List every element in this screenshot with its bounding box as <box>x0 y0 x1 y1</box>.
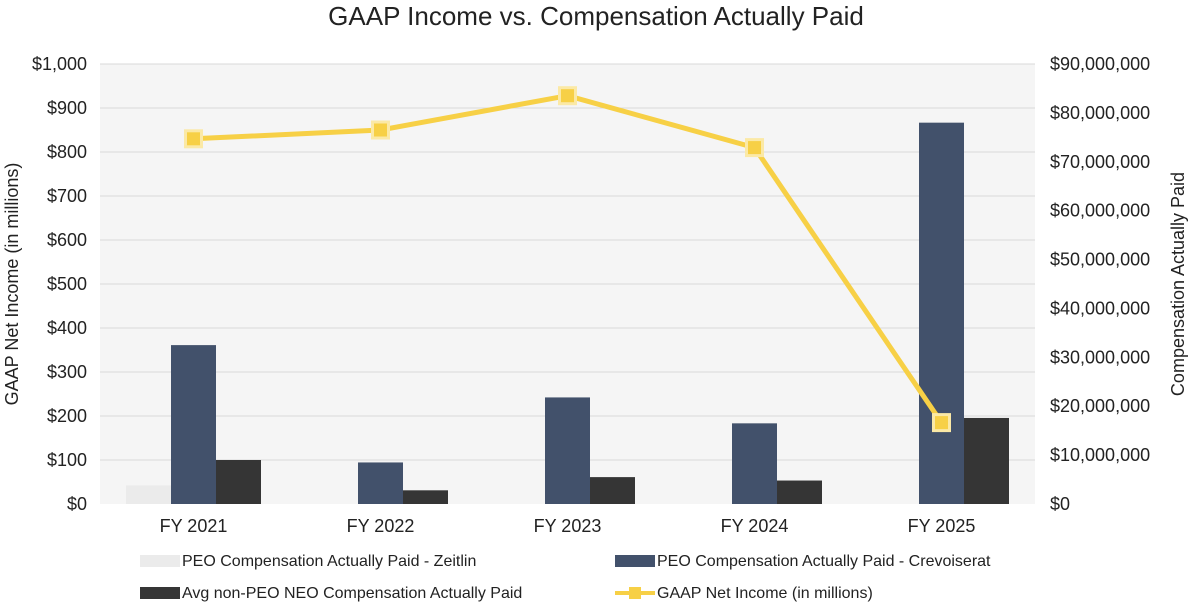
line-point <box>184 129 203 149</box>
right-tick-label: $20,000,000 <box>1050 396 1150 416</box>
right-tick-label: $40,000,000 <box>1050 298 1150 318</box>
left-tick-label: $600 <box>47 230 87 250</box>
right-tick-label: $70,000,000 <box>1050 152 1150 172</box>
left-tick-label: $1,000 <box>32 54 87 74</box>
right-tick-label: $30,000,000 <box>1050 347 1150 367</box>
legend-label: PEO Compensation Actually Paid - Crevois… <box>657 553 991 570</box>
right-tick-label: $90,000,000 <box>1050 54 1150 74</box>
right-tick-label: $60,000,000 <box>1050 201 1150 221</box>
legend-marker <box>629 587 641 599</box>
line-series <box>184 86 951 433</box>
right-tick-label: $0 <box>1050 494 1070 514</box>
right-tick-label: $80,000,000 <box>1050 103 1150 123</box>
left-tick-label: $200 <box>47 406 87 426</box>
left-tick-label: $700 <box>47 186 87 206</box>
x-tick-label: FY 2022 <box>347 516 415 536</box>
legend-swatch <box>140 587 180 599</box>
left-tick-label: $900 <box>47 98 87 118</box>
left-axis-ticks: $0 $100 $200 $300 $400 $500 $600 $700 $800 $900 $1… <box>32 54 87 514</box>
right-tick-label: $10,000,000 <box>1050 445 1150 465</box>
bar <box>216 460 261 504</box>
bar <box>732 423 777 504</box>
x-axis-ticks: FY 2021 FY 2022 FY 2023 FY 2024 FY 2025 <box>160 516 976 536</box>
left-tick-label: $0 <box>67 494 87 514</box>
bar <box>171 345 216 504</box>
x-tick-label: FY 2023 <box>534 516 602 536</box>
x-tick-label: FY 2021 <box>160 516 228 536</box>
legend-label: GAAP Net Income (in millions) <box>657 585 873 602</box>
legend-swatch <box>140 555 180 567</box>
legend-label: Avg non-PEO NEO Compensation Actually Pa… <box>182 585 522 602</box>
line-point <box>558 86 577 106</box>
line-point <box>371 120 390 140</box>
bars <box>126 122 1009 505</box>
bar <box>126 485 171 504</box>
bar <box>777 480 822 504</box>
left-tick-label: $400 <box>47 318 87 338</box>
bar <box>964 417 1009 504</box>
chart-title: GAAP Income vs. Compensation Actually Pa… <box>328 1 864 31</box>
bar <box>545 397 590 504</box>
bar <box>403 490 448 504</box>
bar <box>919 122 964 505</box>
bar <box>358 462 403 504</box>
legend-label: PEO Compensation Actually Paid - Zeitlin <box>182 553 476 570</box>
y-right-axis-label: Compensation Actually Paid <box>1168 172 1188 396</box>
left-tick-label: $100 <box>47 450 87 470</box>
line-point <box>745 138 764 158</box>
right-tick-label: $50,000,000 <box>1050 250 1150 270</box>
left-tick-label: $300 <box>47 362 87 382</box>
right-axis-ticks: $0 $10,000,000 $20,000,000 $30,000,000 $40,0… <box>1050 54 1150 514</box>
line-point <box>932 413 951 433</box>
left-tick-label: $800 <box>47 142 87 162</box>
x-tick-label: FY 2025 <box>908 516 976 536</box>
left-tick-label: $500 <box>47 274 87 294</box>
legend-swatch <box>615 555 655 567</box>
y-left-axis-label: GAAP Net Income (in millions) <box>2 163 22 406</box>
x-tick-label: FY 2024 <box>721 516 789 536</box>
legend: PEO Compensation Actually Paid - Zeitlin… <box>140 553 991 602</box>
bar <box>590 477 635 504</box>
